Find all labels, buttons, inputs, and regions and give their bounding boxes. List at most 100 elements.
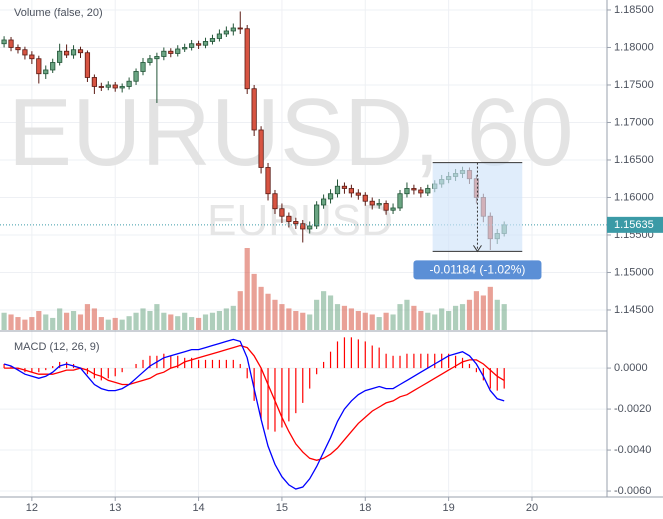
candle-body — [397, 193, 403, 209]
volume-bar — [265, 293, 271, 330]
volume-bar — [147, 311, 153, 330]
volume-bar — [91, 308, 97, 330]
candle-body — [383, 203, 389, 211]
volume-bar — [432, 314, 438, 330]
volume-bar — [369, 314, 375, 330]
candle-body — [112, 84, 118, 89]
candle-body — [161, 50, 167, 57]
candle-body — [105, 84, 111, 88]
candle-body — [140, 62, 146, 72]
y-tick-label: 1.16000 — [614, 191, 654, 203]
candle-body — [119, 86, 125, 89]
volume-bar — [397, 304, 403, 330]
candle-body — [418, 189, 424, 194]
volume-bar — [209, 312, 216, 330]
candle-body — [15, 47, 21, 51]
candle-body — [216, 33, 223, 39]
volume-bar — [15, 317, 21, 330]
x-tick-label: 18 — [359, 502, 371, 514]
x-tick-label: 12 — [26, 502, 38, 514]
candle-body — [293, 221, 299, 225]
volume-bar — [202, 314, 209, 330]
y-tick-label: 0.0000 — [614, 362, 648, 374]
volume-bar — [383, 312, 389, 330]
volume-bar — [57, 308, 63, 330]
last-price-label: 1.15635 — [614, 219, 654, 231]
candle-body — [355, 192, 361, 196]
candle-body — [286, 215, 292, 222]
candle-body — [50, 62, 56, 71]
volume-bar — [154, 304, 160, 330]
volume-bar — [452, 305, 459, 330]
volume-bar — [244, 248, 250, 330]
volume-bar — [223, 308, 229, 330]
candle-body — [376, 203, 382, 206]
volume-bar — [182, 312, 188, 330]
volume-bar — [161, 312, 167, 330]
candle-body — [348, 188, 354, 194]
watermark-symbol: EURUSD — [207, 196, 393, 245]
volume-bar — [251, 273, 257, 330]
measure-arrow-head — [473, 245, 482, 253]
candle-body — [411, 188, 417, 191]
candle-body — [133, 71, 139, 82]
volume-bar — [84, 304, 91, 330]
volume-bar — [411, 305, 417, 330]
candle-body — [362, 194, 368, 202]
volume-bar — [230, 305, 236, 330]
candle-body — [57, 50, 63, 63]
candle-body — [91, 77, 97, 87]
volume-bar — [119, 319, 125, 330]
candle-body — [147, 58, 153, 63]
volume-bar — [175, 316, 181, 330]
candle-body — [8, 39, 14, 48]
volume-bar — [8, 314, 14, 330]
volume-bar — [258, 286, 264, 330]
volume-bar — [140, 308, 146, 330]
x-tick-label: 20 — [526, 502, 538, 514]
volume-bar — [126, 316, 132, 330]
volume-bar — [501, 304, 507, 330]
candle-body — [341, 185, 348, 189]
y-tick-label: -0.0060 — [614, 485, 651, 497]
x-tick-label: 15 — [276, 502, 288, 514]
candle-body — [168, 50, 174, 54]
candle-body — [195, 43, 202, 46]
candle-body — [22, 49, 28, 56]
volume-bar — [293, 311, 299, 330]
volume-bar — [98, 317, 104, 330]
y-tick-label: 1.14500 — [614, 304, 654, 316]
volume-bar — [112, 317, 118, 330]
volume-bar — [50, 317, 56, 330]
y-tick-label: 1.17000 — [614, 116, 654, 128]
macd-macd-line — [3, 338, 505, 490]
volume-bar — [327, 295, 334, 330]
volume-bar — [105, 319, 111, 330]
candle-body — [43, 69, 49, 75]
volume-bar — [43, 314, 49, 330]
candle-body — [314, 204, 320, 227]
macd-signal-line — [4, 344, 505, 461]
volume-bar — [314, 299, 320, 330]
volume-bar — [362, 312, 368, 330]
candle-body — [300, 223, 306, 230]
candle-body — [244, 28, 250, 90]
candle-body — [175, 48, 181, 54]
candle-body — [1, 39, 7, 45]
volume-bar — [473, 291, 480, 330]
candle-body — [182, 47, 188, 50]
y-tick-label: 1.15000 — [614, 266, 654, 278]
volume-bar — [307, 314, 313, 330]
volume-bar — [459, 304, 466, 330]
candle-body — [369, 200, 375, 206]
y-tick-label: -0.0020 — [614, 403, 651, 415]
y-tick-label: 1.18500 — [614, 4, 654, 16]
volume-bar — [494, 299, 500, 330]
marks-layer — [0, 11, 607, 490]
candle-body — [36, 58, 42, 75]
candle-body — [279, 208, 285, 217]
candle-body — [237, 27, 243, 30]
candle-body — [77, 49, 84, 54]
